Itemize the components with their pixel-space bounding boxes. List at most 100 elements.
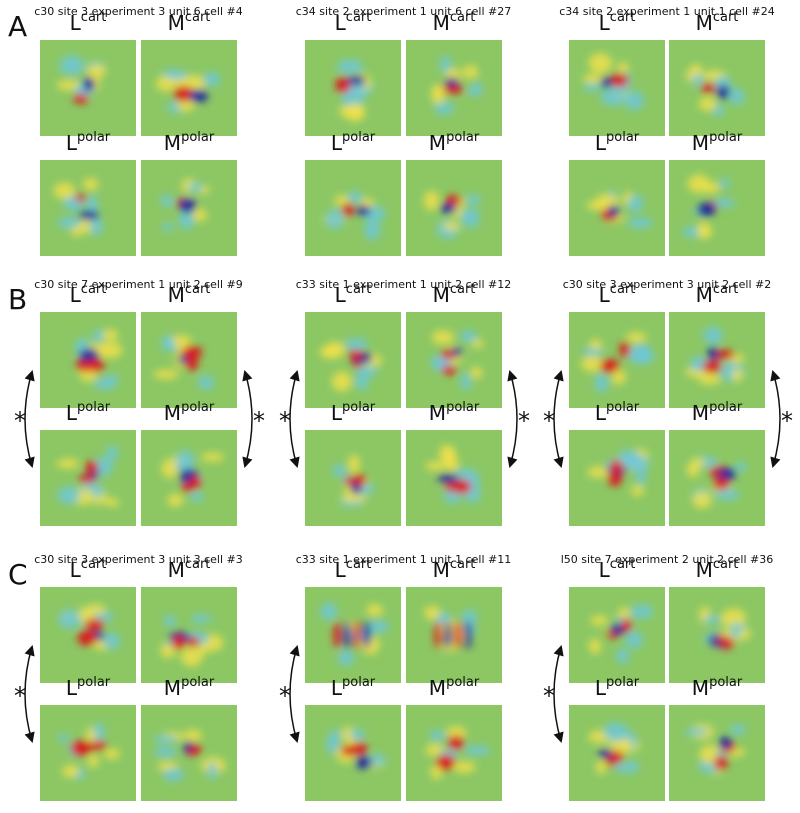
label-base: L: [599, 11, 611, 35]
subpanel-label: Mcart: [433, 282, 476, 307]
panel-title: c30 site 3 experiment 3 unit 3 cell #3: [34, 553, 243, 566]
label-base: M: [433, 11, 450, 35]
label-sup: cart: [610, 282, 636, 297]
receptive-field-image: [406, 160, 502, 256]
label-base: L: [599, 558, 611, 582]
subpanel-label: Lpolar: [66, 675, 111, 700]
subpanel-label: Lcart: [599, 282, 636, 307]
subpanel-label: Mcart: [696, 10, 739, 35]
label-base: L: [595, 401, 607, 425]
row-letter: C: [8, 558, 28, 591]
receptive-field-image: [406, 587, 502, 683]
receptive-field-image: [406, 40, 502, 136]
label-base: M: [429, 401, 446, 425]
subpanel-label: Mpolar: [164, 675, 215, 700]
label-base: M: [692, 401, 709, 425]
label-sup: polar: [181, 400, 215, 415]
receptive-field-image: [141, 40, 237, 136]
label-base: M: [164, 131, 181, 155]
panel-title: c30 site 3 experiment 3 unit 6 cell #4: [34, 5, 243, 18]
receptive-field-image: [569, 40, 665, 136]
receptive-field-image: [40, 160, 136, 256]
receptive-field-image: [141, 705, 237, 801]
label-base: L: [70, 558, 82, 582]
row-letter: B: [8, 283, 27, 316]
label-sup: polar: [181, 675, 215, 690]
label-base: L: [66, 401, 78, 425]
label-sup: cart: [346, 282, 372, 297]
asterisk: *: [253, 407, 265, 435]
panel-title: c34 site 2 experiment 1 unit 6 cell #27: [296, 5, 512, 18]
receptive-field-image: [669, 160, 765, 256]
label-base: M: [429, 676, 446, 700]
label-base: L: [70, 11, 82, 35]
label-base: L: [66, 676, 78, 700]
label-base: M: [696, 558, 713, 582]
subpanel-label: Mcart: [433, 557, 476, 582]
subpanel-label: Lcart: [70, 10, 107, 35]
subpanel-label: Mpolar: [429, 400, 480, 425]
label-sup: cart: [81, 282, 107, 297]
label-sup: polar: [606, 130, 640, 145]
receptive-field-image: [569, 587, 665, 683]
subpanel-label: Lpolar: [595, 400, 640, 425]
asterisk: *: [781, 407, 793, 435]
label-sup: cart: [81, 557, 107, 572]
label-sup: cart: [450, 282, 476, 297]
panel-title: c33 site 1 experiment 1 unit 1 cell #11: [296, 553, 512, 566]
label-sup: cart: [713, 282, 739, 297]
receptive-field-image: [669, 705, 765, 801]
panel-title: c33 site 1 experiment 1 unit 2 cell #12: [296, 278, 512, 291]
subpanel-label: Lcart: [335, 557, 372, 582]
subpanel-label: Mcart: [168, 557, 211, 582]
receptive-field-image: [305, 160, 401, 256]
label-sup: cart: [346, 10, 372, 25]
double-arrow: [24, 369, 35, 469]
double-arrow: [770, 369, 781, 469]
receptive-field-image: [305, 40, 401, 136]
receptive-field-image: [305, 705, 401, 801]
asterisk: *: [279, 682, 291, 710]
asterisk: *: [14, 682, 26, 710]
label-sup: polar: [606, 400, 640, 415]
label-sup: cart: [610, 557, 636, 572]
panel-title: c30 site 7 experiment 1 unit 2 cell #9: [34, 278, 243, 291]
receptive-field-image: [141, 587, 237, 683]
receptive-field-image: [669, 312, 765, 408]
label-sup: polar: [342, 130, 376, 145]
label-sup: polar: [446, 130, 480, 145]
subpanel-label: Lcart: [599, 557, 636, 582]
label-base: L: [599, 283, 611, 307]
double-arrow: [289, 369, 300, 469]
label-sup: polar: [342, 675, 376, 690]
subpanel-label: Lcart: [599, 10, 636, 35]
label-sup: cart: [185, 557, 211, 572]
subpanel-label: Lpolar: [595, 675, 640, 700]
label-base: M: [696, 11, 713, 35]
subpanel-label: Mpolar: [692, 400, 743, 425]
double-arrow: [553, 369, 564, 469]
panel-title: c30 site 3 experiment 3 unit 2 cell #2: [563, 278, 772, 291]
label-sup: polar: [446, 400, 480, 415]
label-sup: cart: [81, 10, 107, 25]
subpanel-label: Lcart: [70, 557, 107, 582]
receptive-field-image: [305, 430, 401, 526]
label-sup: polar: [606, 675, 640, 690]
receptive-field-image: [569, 312, 665, 408]
label-base: M: [168, 283, 185, 307]
label-base: M: [433, 558, 450, 582]
subpanel-label: Lcart: [335, 10, 372, 35]
subpanel-label: Lpolar: [331, 675, 376, 700]
label-sup: polar: [446, 675, 480, 690]
receptive-field-image: [40, 587, 136, 683]
receptive-field-image: [406, 312, 502, 408]
label-base: L: [335, 283, 347, 307]
label-sup: cart: [450, 557, 476, 572]
subpanel-label: Mcart: [696, 282, 739, 307]
double-arrow: [507, 369, 518, 469]
label-base: M: [429, 131, 446, 155]
double-arrow: [24, 644, 35, 744]
receptive-field-image: [669, 587, 765, 683]
panel-title: l50 site 7 experiment 2 unit 2 cell #36: [561, 553, 774, 566]
label-sup: cart: [713, 557, 739, 572]
